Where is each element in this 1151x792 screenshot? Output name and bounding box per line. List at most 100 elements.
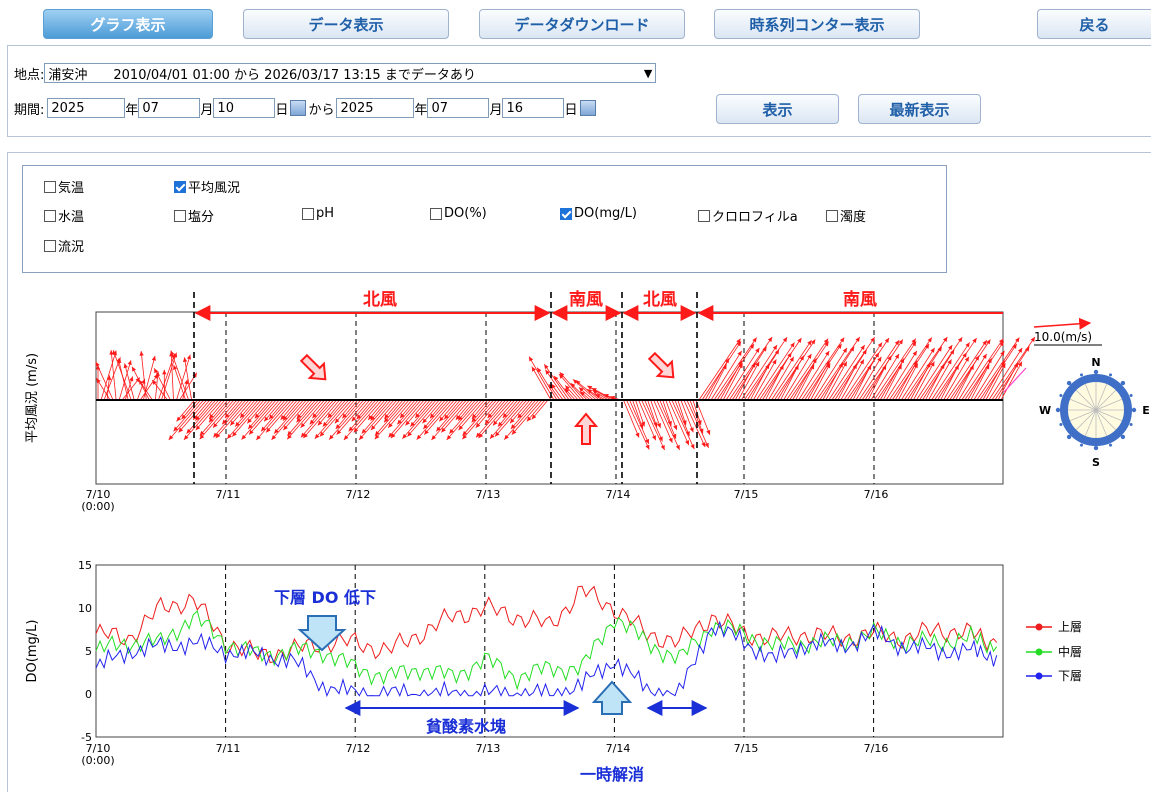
checkbox-watertemp[interactable]: 水温 bbox=[44, 206, 84, 225]
wind-vector-head bbox=[475, 422, 481, 428]
wind-vector-head bbox=[405, 420, 410, 426]
site-select[interactable]: 浦安沖 2010/04/01 01:00 から 2026/03/17 13:15… bbox=[44, 63, 657, 83]
wind-vector bbox=[873, 338, 917, 401]
period-label: 期間: bbox=[14, 102, 45, 118]
calendar-icon[interactable] bbox=[290, 100, 307, 116]
end-day-input[interactable] bbox=[502, 98, 565, 118]
wind-vector-head bbox=[152, 379, 157, 385]
wind-vector-head bbox=[232, 431, 237, 437]
wind-vector bbox=[864, 355, 892, 401]
wind-vector-head bbox=[529, 356, 534, 362]
wind-vector-head bbox=[449, 428, 454, 434]
wind-vector-head bbox=[842, 361, 847, 367]
start-month-input[interactable] bbox=[138, 98, 201, 118]
wind-vector-head bbox=[1017, 361, 1023, 367]
wind-vector-head bbox=[849, 346, 855, 352]
compass-dot bbox=[1109, 373, 1112, 377]
latest-button[interactable]: 最新表示 bbox=[858, 94, 981, 124]
checkbox-do-mg[interactable]: DO(mg/L) bbox=[560, 206, 637, 221]
compass-dot bbox=[1120, 434, 1126, 440]
compass-ray bbox=[1075, 409, 1097, 431]
wind-vector-head bbox=[564, 388, 570, 394]
wind-vector-head bbox=[595, 394, 601, 399]
compass-dot bbox=[1080, 373, 1083, 377]
wind-vector-head bbox=[837, 343, 842, 349]
data-download-button[interactable]: データダウンロード bbox=[479, 9, 685, 39]
wind-vector bbox=[867, 364, 887, 401]
contour-view-button[interactable]: 時系列コンター表示 bbox=[714, 9, 920, 39]
wind-vector-head bbox=[109, 350, 114, 355]
wind-vector-head bbox=[170, 350, 175, 356]
start-day-input[interactable] bbox=[213, 98, 276, 118]
wind-vector bbox=[879, 358, 905, 401]
wind-vector-head bbox=[215, 433, 221, 439]
wind-vector-head bbox=[504, 434, 509, 440]
wind-vector bbox=[118, 358, 129, 401]
compass-dot bbox=[1066, 434, 1072, 440]
wind-vector-head bbox=[162, 369, 167, 375]
data-view-button[interactable]: データ表示 bbox=[243, 9, 449, 39]
calendar-icon[interactable] bbox=[579, 100, 596, 116]
wind-vector bbox=[961, 338, 1004, 401]
wind-vector-head bbox=[957, 337, 963, 343]
wind-vector-head bbox=[424, 429, 429, 435]
wind-vector-head bbox=[930, 361, 935, 367]
wind-vector-head bbox=[112, 350, 117, 356]
checkbox-current[interactable]: 流況 bbox=[44, 236, 84, 255]
checkbox-do-pct[interactable]: DO(%) bbox=[430, 206, 487, 221]
wind-vector-head bbox=[682, 420, 687, 426]
wind-vector bbox=[825, 361, 848, 401]
checkbox-chlorophyll[interactable]: クロロフィルa bbox=[698, 206, 798, 225]
start-year-input[interactable] bbox=[47, 98, 126, 118]
wind-vector bbox=[526, 399, 546, 422]
wind-x-tick: 7/12 bbox=[346, 488, 371, 501]
show-button[interactable]: 表示 bbox=[716, 94, 839, 124]
wind-vector bbox=[343, 399, 380, 441]
checkbox-label: DO(mg/L) bbox=[574, 206, 637, 221]
wind-vector bbox=[668, 399, 690, 446]
wind-vector-head bbox=[653, 422, 658, 428]
wind-vector bbox=[263, 399, 283, 422]
checkbox-airtemp[interactable]: 気温 bbox=[44, 177, 84, 196]
graph-view-button[interactable]: グラフ表示 bbox=[43, 9, 213, 39]
end-year-input[interactable] bbox=[336, 98, 415, 118]
back-button[interactable]: 戻る bbox=[1037, 9, 1151, 39]
wind-vector-head bbox=[675, 444, 680, 450]
checkbox-label: DO(%) bbox=[444, 206, 487, 221]
wind-vector bbox=[900, 347, 935, 401]
wind-vector-head bbox=[999, 341, 1004, 347]
compass-ray bbox=[1084, 383, 1097, 411]
wind-vector-head bbox=[911, 338, 916, 344]
compass-ray bbox=[1075, 389, 1097, 411]
wind-vector-head bbox=[797, 338, 802, 343]
wind-vector-head bbox=[587, 389, 593, 394]
wind-vector bbox=[931, 342, 971, 401]
wind-vector-head bbox=[322, 421, 328, 427]
wind-vector-head bbox=[610, 395, 616, 400]
checkbox-ph[interactable]: pH bbox=[302, 206, 334, 221]
wind-vector bbox=[882, 364, 903, 401]
wind-vector-head bbox=[645, 444, 650, 450]
checkbox-salinity[interactable]: 塩分 bbox=[174, 206, 214, 225]
wind-vector-head bbox=[402, 433, 407, 439]
compass-dot bbox=[1055, 407, 1061, 413]
wind-vector bbox=[749, 363, 770, 401]
compass-e: E bbox=[1142, 404, 1150, 417]
wind-vector-head bbox=[224, 413, 230, 419]
site-row: 地点: 浦安沖 2010/04/01 01:00 から 2026/03/17 1… bbox=[14, 63, 657, 83]
wind-vector bbox=[982, 360, 1006, 401]
end-month-input[interactable] bbox=[427, 98, 490, 118]
wind-vector-head bbox=[779, 364, 784, 370]
wind-vector-head bbox=[183, 435, 189, 440]
checkbox-turbidity[interactable]: 濁度 bbox=[826, 206, 866, 225]
compass-icon: N S W E bbox=[1039, 356, 1150, 469]
checkbox-wind[interactable]: 平均風況 bbox=[174, 177, 240, 196]
wind-vector bbox=[112, 350, 132, 401]
wind-vector bbox=[110, 349, 117, 401]
wind-vector-head bbox=[96, 378, 101, 384]
wind-vector-head bbox=[762, 346, 767, 352]
wind-vector-head bbox=[494, 431, 500, 437]
wind-vector-head bbox=[860, 345, 865, 350]
wind-vector-head bbox=[706, 429, 711, 435]
wind-vector bbox=[991, 336, 1036, 401]
